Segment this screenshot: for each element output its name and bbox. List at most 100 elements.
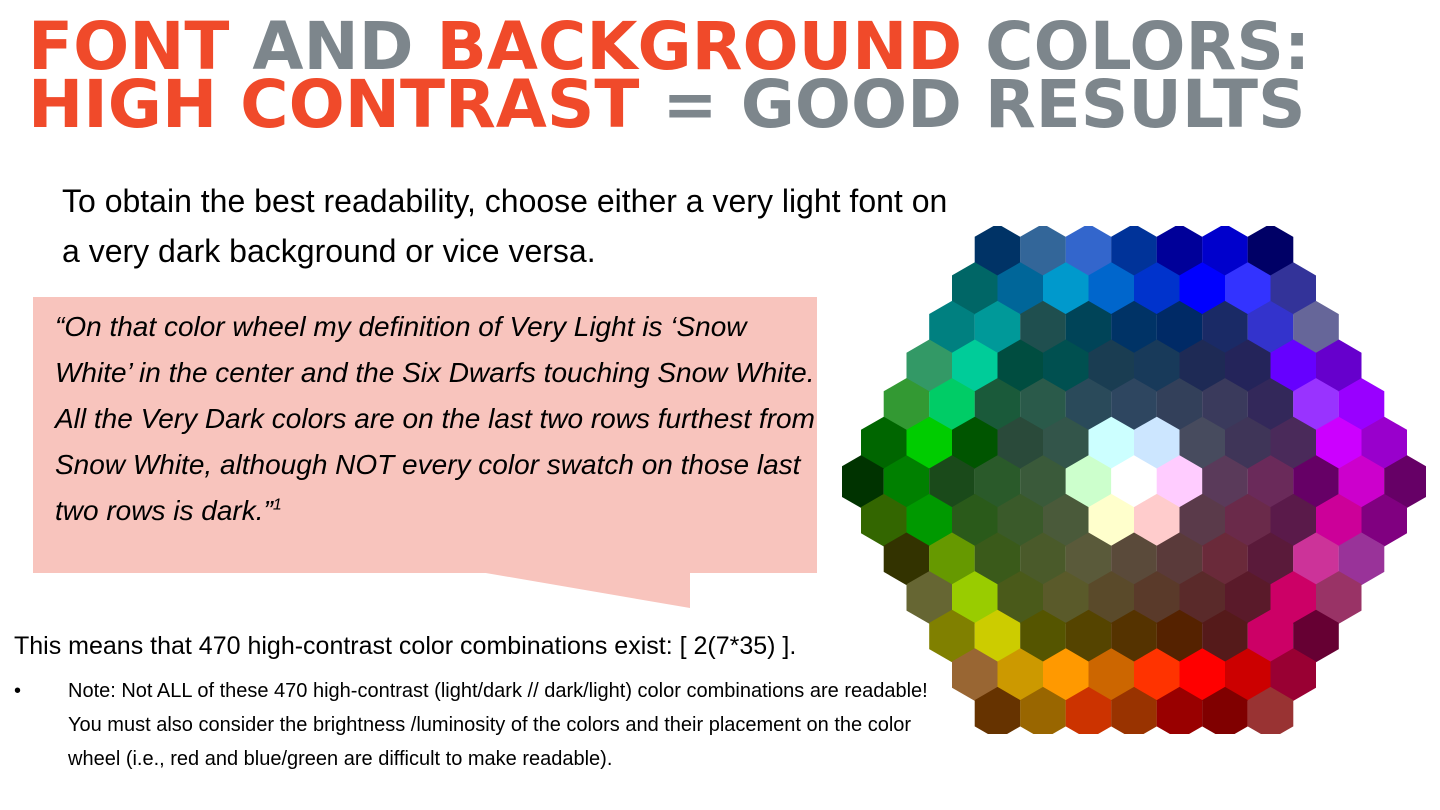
color-swatch — [974, 532, 1021, 586]
color-swatch — [1247, 300, 1294, 354]
color-swatch — [1293, 609, 1339, 663]
color-swatch — [906, 493, 952, 547]
color-swatch — [1225, 648, 1271, 701]
color-swatch — [1156, 686, 1203, 734]
color-swatch — [1043, 493, 1089, 547]
color-swatch — [1179, 339, 1225, 393]
color-swatch — [1179, 416, 1225, 470]
title-word-colors: COLORS: — [962, 8, 1311, 85]
color-swatch — [1179, 571, 1225, 624]
color-swatch — [906, 416, 952, 470]
color-swatch — [1270, 493, 1316, 547]
color-swatch — [952, 493, 998, 547]
color-swatch — [1111, 686, 1157, 734]
color-swatch — [1179, 493, 1225, 547]
color-swatch — [1202, 378, 1248, 431]
color-swatch — [1043, 416, 1089, 470]
color-swatch — [1361, 493, 1407, 547]
color-swatch — [1020, 300, 1066, 354]
quote-body: “On that color wheel my definition of Ve… — [55, 311, 815, 526]
color-swatch — [1088, 493, 1134, 547]
title-word-font: FONT — [28, 8, 230, 85]
color-swatch — [1179, 648, 1225, 701]
color-swatch — [1088, 648, 1134, 701]
color-swatch — [1043, 262, 1089, 315]
color-swatch — [1202, 609, 1248, 663]
color-swatch — [952, 339, 998, 393]
color-swatch — [1293, 378, 1339, 431]
color-swatch — [883, 378, 930, 431]
color-swatch — [929, 609, 975, 663]
color-swatch — [1361, 416, 1407, 470]
color-swatch — [997, 262, 1043, 315]
combinations-text: This means that 470 high-contrast color … — [14, 632, 797, 660]
color-swatch — [1134, 571, 1180, 624]
color-swatch — [1247, 609, 1294, 663]
color-swatch — [1179, 262, 1225, 315]
color-swatch — [952, 416, 998, 470]
color-swatch — [1134, 262, 1180, 315]
color-swatch — [974, 378, 1021, 431]
note-text: Note: Not ALL of these 470 high-contrast… — [68, 680, 928, 770]
color-swatch — [1316, 339, 1362, 393]
color-swatch — [1088, 262, 1134, 315]
slide-title: FONT AND BACKGROUND COLORS: HIGH CONTRAS… — [28, 14, 1310, 138]
color-swatch — [861, 416, 907, 470]
intro-text: To obtain the best readability, choose e… — [62, 183, 948, 269]
bullet-icon: • — [14, 680, 22, 702]
color-swatch — [1316, 571, 1362, 624]
color-swatch — [1247, 532, 1294, 586]
color-swatch — [1247, 226, 1294, 277]
color-swatch — [1111, 609, 1157, 663]
color-swatch — [1156, 226, 1203, 277]
color-swatch — [1043, 339, 1089, 393]
color-swatch — [1065, 378, 1112, 431]
color-swatch — [1202, 226, 1248, 277]
color-swatch — [1270, 416, 1316, 470]
color-swatch — [1020, 686, 1066, 734]
color-swatch — [929, 532, 975, 586]
color-swatch — [883, 532, 930, 586]
color-swatch — [1225, 493, 1271, 547]
title-line-1: FONT AND BACKGROUND COLORS: — [28, 14, 1310, 80]
color-swatch — [1316, 416, 1362, 470]
color-swatch — [1134, 493, 1180, 547]
color-swatch — [952, 648, 998, 701]
color-swatch — [1270, 571, 1316, 624]
color-swatch — [1270, 339, 1316, 393]
quote-callout-tail — [480, 572, 690, 608]
color-swatch — [1065, 226, 1112, 277]
color-swatch — [1156, 455, 1203, 508]
color-swatch — [861, 493, 907, 547]
color-swatch — [1020, 226, 1066, 277]
color-swatch — [1156, 532, 1203, 586]
color-swatch — [974, 609, 1021, 663]
color-swatch — [997, 416, 1043, 470]
color-swatch — [1111, 300, 1157, 354]
color-swatch — [929, 378, 975, 431]
color-swatch — [1020, 455, 1066, 508]
color-swatch — [997, 648, 1043, 701]
color-swatch — [1111, 226, 1157, 277]
color-swatch — [952, 262, 998, 315]
title-line-2: HIGH CONTRAST = GOOD RESULTS — [28, 72, 1310, 138]
color-swatch — [1088, 416, 1134, 470]
title-word-good-results: = GOOD RESULTS — [639, 66, 1306, 143]
quote-text: “On that color wheel my definition of Ve… — [55, 304, 815, 534]
color-swatch — [997, 571, 1043, 624]
color-swatch — [952, 571, 998, 624]
color-swatch — [929, 300, 975, 354]
color-swatch — [1134, 648, 1180, 701]
color-swatch — [997, 493, 1043, 547]
color-swatch — [1156, 300, 1203, 354]
color-swatch — [1384, 455, 1426, 508]
color-swatch — [1020, 378, 1066, 431]
color-swatch — [1225, 571, 1271, 624]
title-word-high-contrast: HIGH CONTRAST — [28, 66, 640, 143]
color-swatch — [997, 339, 1043, 393]
color-wheel — [842, 226, 1426, 734]
color-swatch — [1247, 378, 1294, 431]
color-swatch — [1020, 532, 1066, 586]
color-swatch — [1043, 648, 1089, 701]
color-swatch — [974, 686, 1021, 734]
